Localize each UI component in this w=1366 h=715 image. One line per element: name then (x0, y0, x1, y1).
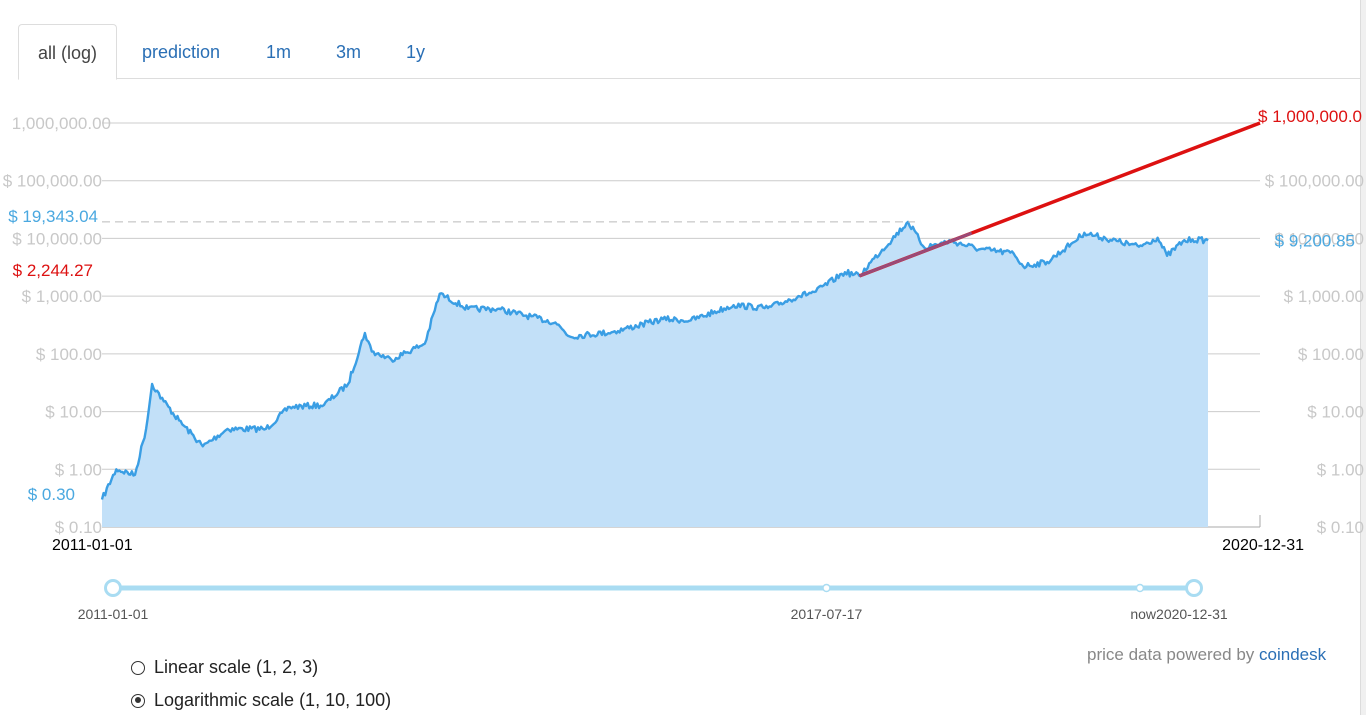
current-value-label: $ 9,200.85 (1275, 232, 1355, 251)
y-tick-right: $ 100,000.00 (1265, 172, 1364, 191)
linear-scale-radio[interactable] (131, 660, 145, 675)
log-scale-label: Logarithmic scale (1, 10, 100) (154, 690, 392, 710)
y-tick-left: $ 0.10 (55, 518, 102, 537)
y-tick-left: $ 10.00 (45, 403, 102, 422)
prediction-overlap-line (858, 231, 973, 278)
slider-mid-marker[interactable] (822, 583, 831, 593)
y-tick-left: $ 100,000.00 (3, 172, 102, 191)
y-axis-right: $ 0.10 $ 1.00 $ 10.00 $ 100.00 $ 1,000.00 $ 1… (1265, 172, 1364, 537)
tabs-divider (18, 78, 1360, 79)
y-tick-top-left: 1,000,000.00 (12, 114, 111, 133)
data-credit: price data powered by coindesk (1087, 645, 1326, 665)
price-area (102, 221, 1208, 527)
linear-scale-option[interactable]: Linear scale (1, 2, 3) (131, 657, 318, 678)
date-range-slider[interactable]: 2011-01-01 2017-07-17 now2020-12-31 (78, 579, 1228, 623)
slider-start-label: 2011-01-01 (78, 606, 149, 622)
tab-1y[interactable]: 1y (406, 42, 426, 62)
y-tick-left: $ 100.00 (36, 345, 102, 364)
log-scale-radio[interactable] (131, 693, 145, 708)
prediction-start-label: $ 2,244.27 (13, 261, 93, 280)
price-line (100, 220, 1209, 500)
y-tick-left: $ 1,000.00 (22, 287, 102, 306)
credit-text: price data powered by (1087, 645, 1255, 664)
slider-now-marker[interactable] (1135, 583, 1145, 593)
y-tick-right: $ 1,000.00 (1284, 287, 1364, 306)
chart-tabs: all (log) prediction 1m 3m 1y (18, 24, 1360, 80)
top-right-value: $ 1,000,000.0 (1258, 107, 1362, 126)
y-axis-left: $ 0.10 $ 1.00 $ 10.00 $ 100.00 $ 1,000.00 $ 1… (3, 172, 102, 537)
start-value-label: $ 0.30 (28, 485, 75, 504)
scrollbar-track[interactable] (1360, 0, 1366, 715)
tab-3m[interactable]: 3m (336, 42, 362, 62)
y-tick-left: $ 10,000.00 (12, 229, 102, 248)
tab-1m[interactable]: 1m (266, 42, 292, 62)
slider-mid-label: 2017-07-17 (791, 606, 863, 622)
y-tick-right: $ 1.00 (1317, 460, 1364, 479)
y-tick-right: $ 10,000.00 (1274, 229, 1364, 248)
tab-prediction[interactable]: prediction (142, 42, 221, 62)
x-start-label: 2011-01-01 (52, 537, 133, 554)
y-tick-right: $ 10.00 (1307, 403, 1364, 422)
tab-all-log[interactable]: all (log) (18, 24, 118, 80)
linear-scale-label: Linear scale (1, 2, 3) (154, 657, 319, 677)
coindesk-link[interactable]: coindesk (1259, 645, 1327, 664)
y-tick-right: $ 0.10 (1317, 518, 1364, 537)
y-tick-left: $ 1.00 (55, 460, 102, 479)
price-chart: $ 0.10 $ 1.00 $ 10.00 $ 100.00 $ 1,000.00 $ 1… (3, 107, 1364, 623)
log-scale-option[interactable]: Logarithmic scale (1, 10, 100) (131, 690, 391, 711)
peak-value-label: $ 19,343.04 (8, 207, 98, 226)
slider-end-handle[interactable] (1185, 579, 1203, 597)
x-end-label: 2020-12-31 (1222, 537, 1304, 554)
y-tick-right: $ 100.00 (1298, 345, 1364, 364)
slider-start-handle[interactable] (104, 579, 122, 597)
slider-end-label: now2020-12-31 (1130, 606, 1228, 622)
